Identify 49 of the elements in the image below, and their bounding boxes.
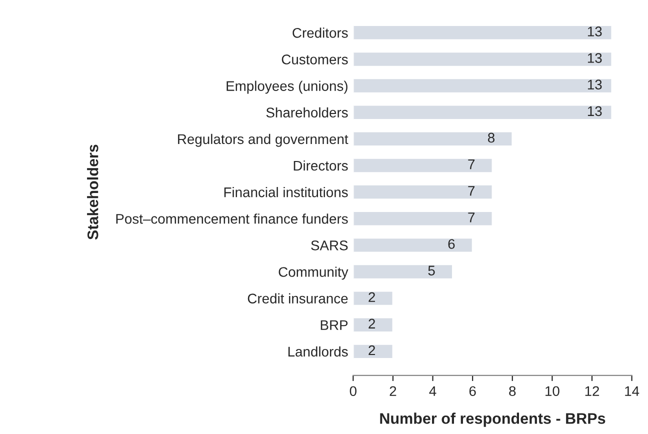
y-axis-title: Stakeholders	[87, 144, 98, 240]
data-label: 13	[588, 26, 602, 36]
data-label: 7	[468, 212, 475, 222]
x-tick-label: 0	[350, 386, 356, 396]
data-label: 5	[428, 266, 435, 276]
data-label: 2	[368, 318, 375, 328]
bar	[353, 24, 613, 41]
bar	[353, 184, 494, 200]
bar	[353, 210, 494, 227]
bar	[353, 78, 613, 94]
x-tick-label: 10	[546, 386, 560, 396]
x-tick-label: 6	[469, 386, 476, 396]
y-tick-label: BRP	[320, 320, 348, 330]
data-label: 7	[468, 160, 475, 170]
data-label: 8	[488, 132, 495, 143]
y-tick-label: Employees (unions)	[226, 80, 348, 94]
data-label: 7	[468, 186, 475, 196]
bar	[353, 237, 474, 254]
y-tick-label: Post–commencement finance funders	[116, 214, 348, 224]
bar	[353, 157, 494, 174]
data-label: 6	[448, 239, 455, 249]
bar	[353, 51, 613, 68]
data-label: 2	[368, 345, 375, 356]
y-tick-label: Creditors	[292, 28, 348, 38]
x-tick-label: 4	[429, 386, 436, 396]
data-label: 13	[588, 53, 602, 63]
x-tick-label: 2	[390, 386, 396, 396]
bar	[353, 264, 454, 280]
y-tick-label: Credit insurance	[248, 293, 348, 304]
y-tick-label: Financial institutions	[224, 187, 348, 198]
bar	[353, 343, 394, 360]
bar	[353, 316, 394, 333]
y-tick-label: Directors	[294, 160, 348, 171]
bar	[353, 290, 394, 306]
bar	[353, 104, 613, 120]
y-tick-label: Community	[278, 266, 348, 280]
y-tick-label: Regulators and government	[178, 134, 348, 147]
data-label: 13	[588, 106, 602, 116]
x-tick-label: 8	[509, 386, 516, 396]
x-tick-label: 14	[625, 386, 640, 396]
y-tick-label: Shareholders	[266, 107, 348, 118]
x-axis-title: Number of respondents - BRPs	[380, 412, 606, 427]
bar	[353, 130, 514, 147]
x-tick-label: 12	[585, 386, 600, 396]
data-label: 13	[588, 80, 602, 90]
data-label: 2	[368, 292, 375, 302]
y-tick-label: Landlords	[288, 346, 348, 357]
y-tick-label: Customers	[282, 54, 348, 64]
y-tick-label: SARS	[311, 240, 348, 250]
